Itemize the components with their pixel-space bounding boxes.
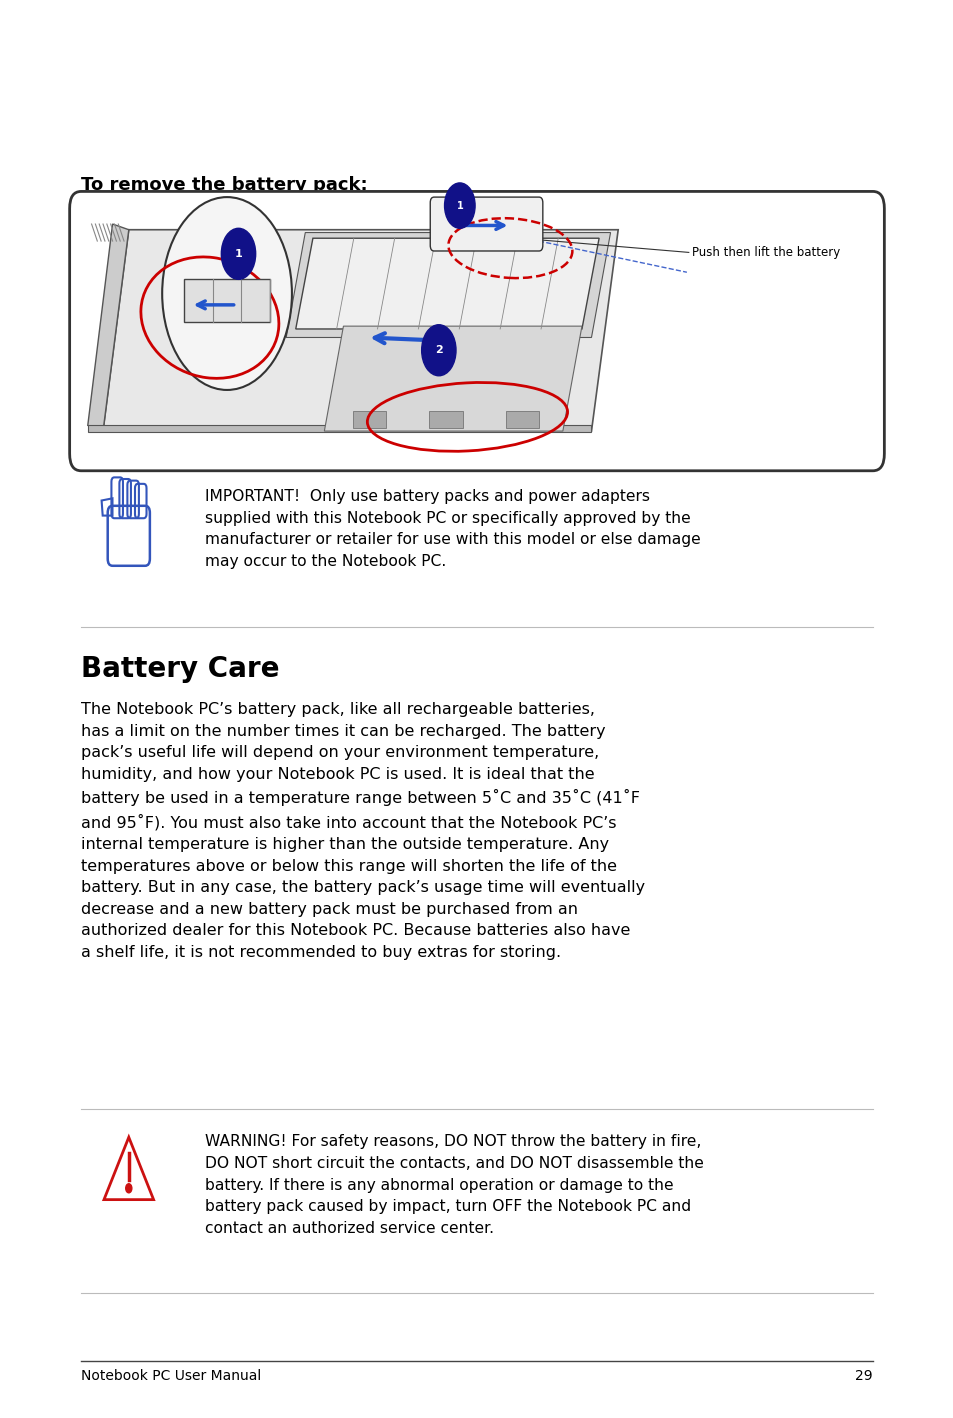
FancyBboxPatch shape <box>70 191 883 471</box>
Circle shape <box>221 228 255 279</box>
Text: 2: 2 <box>435 345 442 356</box>
Text: WARNING! For safety reasons, DO NOT throw the battery in fire,
DO NOT short circ: WARNING! For safety reasons, DO NOT thro… <box>205 1134 703 1236</box>
Text: The Notebook PC’s battery pack, like all rechargeable batteries,
has a limit on : The Notebook PC’s battery pack, like all… <box>81 702 644 960</box>
Text: To remove the battery pack:: To remove the battery pack: <box>81 176 367 194</box>
Polygon shape <box>324 326 581 431</box>
Circle shape <box>421 325 456 376</box>
Circle shape <box>126 1184 132 1193</box>
Polygon shape <box>103 230 618 431</box>
Text: IMPORTANT!  Only use battery packs and power adapters
supplied with this Noteboo: IMPORTANT! Only use battery packs and po… <box>205 489 700 569</box>
Polygon shape <box>88 425 591 432</box>
Polygon shape <box>295 238 598 329</box>
Text: 1: 1 <box>234 248 242 259</box>
Bar <box>505 411 538 428</box>
Text: 29: 29 <box>855 1368 872 1383</box>
Bar <box>353 411 386 428</box>
Text: Notebook PC User Manual: Notebook PC User Manual <box>81 1368 261 1383</box>
FancyBboxPatch shape <box>430 197 542 251</box>
Circle shape <box>444 183 475 228</box>
Circle shape <box>162 197 292 390</box>
Bar <box>184 279 270 322</box>
Text: Battery Care: Battery Care <box>81 655 279 683</box>
Polygon shape <box>88 224 129 431</box>
Polygon shape <box>286 233 610 337</box>
Text: Push then lift the battery: Push then lift the battery <box>691 245 839 259</box>
Bar <box>429 411 462 428</box>
Text: 1: 1 <box>456 200 463 211</box>
